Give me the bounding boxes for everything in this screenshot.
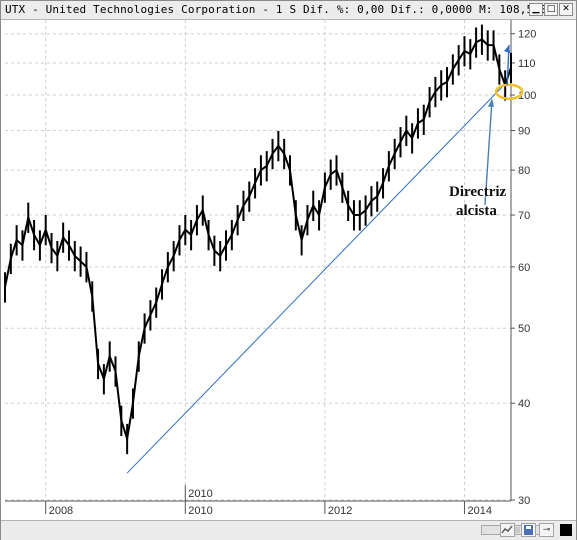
close-button[interactable]: ✕ xyxy=(559,3,573,16)
x-tick-label: 2014 xyxy=(467,505,491,517)
y-tick-label: 40 xyxy=(518,398,530,410)
y-tick-label: 60 xyxy=(518,262,530,274)
y-tick-label: 80 xyxy=(518,165,530,177)
y-tick-label: 70 xyxy=(518,210,530,222)
x-marker-label: 2010 xyxy=(188,488,212,500)
x-tick-label: 2010 xyxy=(188,505,212,517)
color-swatch[interactable] xyxy=(560,524,572,536)
annotation-arrowhead xyxy=(488,98,494,107)
pin-icon[interactable]: ⊸ xyxy=(539,523,554,537)
bottom-toolbar: ⊸ xyxy=(1,520,576,540)
annotation-arrow xyxy=(484,99,493,206)
y-tick-label: 50 xyxy=(518,323,530,335)
price-point xyxy=(510,66,512,69)
annotation-line-2: alcista xyxy=(456,203,497,219)
window-title: UTX - United Technologies Corporation - … xyxy=(5,3,577,16)
y-tick-label: 90 xyxy=(518,125,530,137)
y-tick-label: 120 xyxy=(518,29,536,41)
y-tick-label: 110 xyxy=(518,58,536,70)
annotation-line-1: Directriz xyxy=(449,184,507,200)
save-icon[interactable] xyxy=(521,523,536,537)
maximize-button[interactable]: □ xyxy=(544,3,558,16)
highlight-ellipse xyxy=(494,83,524,100)
y-tick-label: 30 xyxy=(518,495,530,507)
title-bar[interactable]: UTX - United Technologies Corporation - … xyxy=(1,1,577,20)
trendline xyxy=(126,81,508,474)
x-tick-label: 2012 xyxy=(328,505,352,517)
chart-tool-icon[interactable] xyxy=(500,523,515,537)
up-arrowhead xyxy=(504,45,510,54)
minimize-button[interactable]: ▁ xyxy=(529,3,543,16)
x-tick-label: 2008 xyxy=(49,505,73,517)
